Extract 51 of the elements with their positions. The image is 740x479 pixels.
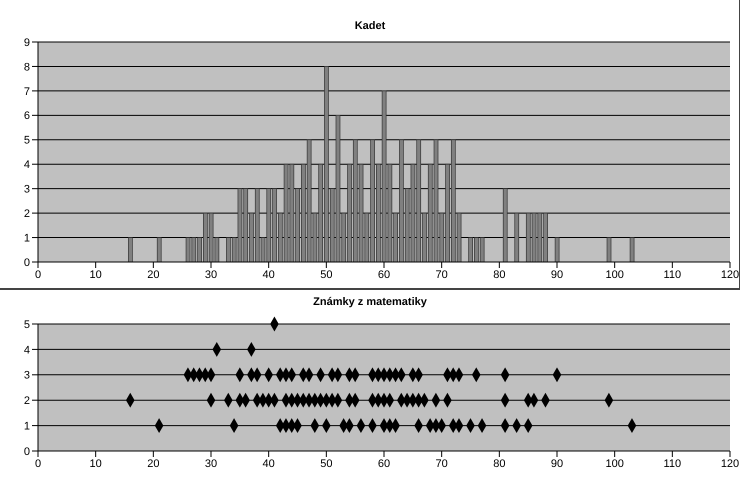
x-tick-label: 100 (605, 268, 624, 281)
bar (502, 188, 508, 262)
bar (156, 237, 162, 262)
x-tick-label: 20 (147, 268, 160, 281)
y-tick-label: 1 (24, 420, 30, 433)
y-tick-label: 5 (24, 134, 30, 147)
y-tick-label: 9 (24, 36, 30, 49)
x-tick-label: 60 (378, 458, 390, 470)
y-tick-label: 3 (24, 184, 30, 196)
x-tick-label: 50 (320, 458, 332, 470)
bar (630, 237, 634, 262)
x-tick-label: 90 (550, 268, 564, 281)
x-tick-label: 70 (436, 458, 448, 470)
y-tick-label: 6 (24, 110, 30, 122)
y-tick-label: 0 (24, 446, 30, 458)
x-tick-label: 80 (493, 268, 506, 281)
y-tick-label: 0 (24, 256, 30, 269)
x-tick-label: 60 (378, 268, 390, 281)
x-tick-label: 90 (550, 458, 564, 470)
y-tick-label: 4 (24, 344, 30, 356)
x-tick-label: 0 (34, 268, 42, 281)
x-tick-label: 40 (262, 268, 275, 281)
x-tick-label: 80 (493, 458, 506, 470)
x-tick-label: 120 (720, 458, 740, 470)
y-tick-label: 8 (24, 61, 30, 74)
x-tick-label: 50 (320, 268, 332, 281)
y-tick-label: 4 (24, 159, 30, 172)
bar (606, 237, 612, 262)
x-tick-label: 0 (34, 458, 42, 470)
chart-title: Známky z matematiky (312, 296, 428, 308)
x-tick-label: 10 (90, 458, 102, 470)
x-tick-label: 120 (720, 268, 740, 281)
y-tick-label: 5 (24, 318, 30, 331)
y-tick-label: 2 (24, 395, 30, 408)
y-tick-label: 1 (24, 232, 30, 244)
x-tick-label: 20 (147, 458, 160, 470)
x-tick-label: 30 (204, 458, 218, 470)
x-tick-label: 70 (436, 268, 448, 281)
x-tick-label: 30 (204, 268, 218, 281)
x-tick-label: 40 (262, 458, 275, 470)
bar (514, 212, 520, 262)
y-tick-label: 7 (24, 86, 30, 98)
y-tick-label: 2 (24, 208, 30, 220)
x-tick-label: 110 (664, 458, 682, 470)
bar (554, 237, 560, 262)
x-tick-label: 110 (664, 268, 682, 281)
chart-title: Kadet (354, 20, 386, 32)
bar (128, 237, 133, 262)
x-tick-label: 10 (90, 268, 102, 281)
y-tick-label: 3 (24, 370, 30, 382)
x-tick-label: 100 (605, 458, 624, 470)
